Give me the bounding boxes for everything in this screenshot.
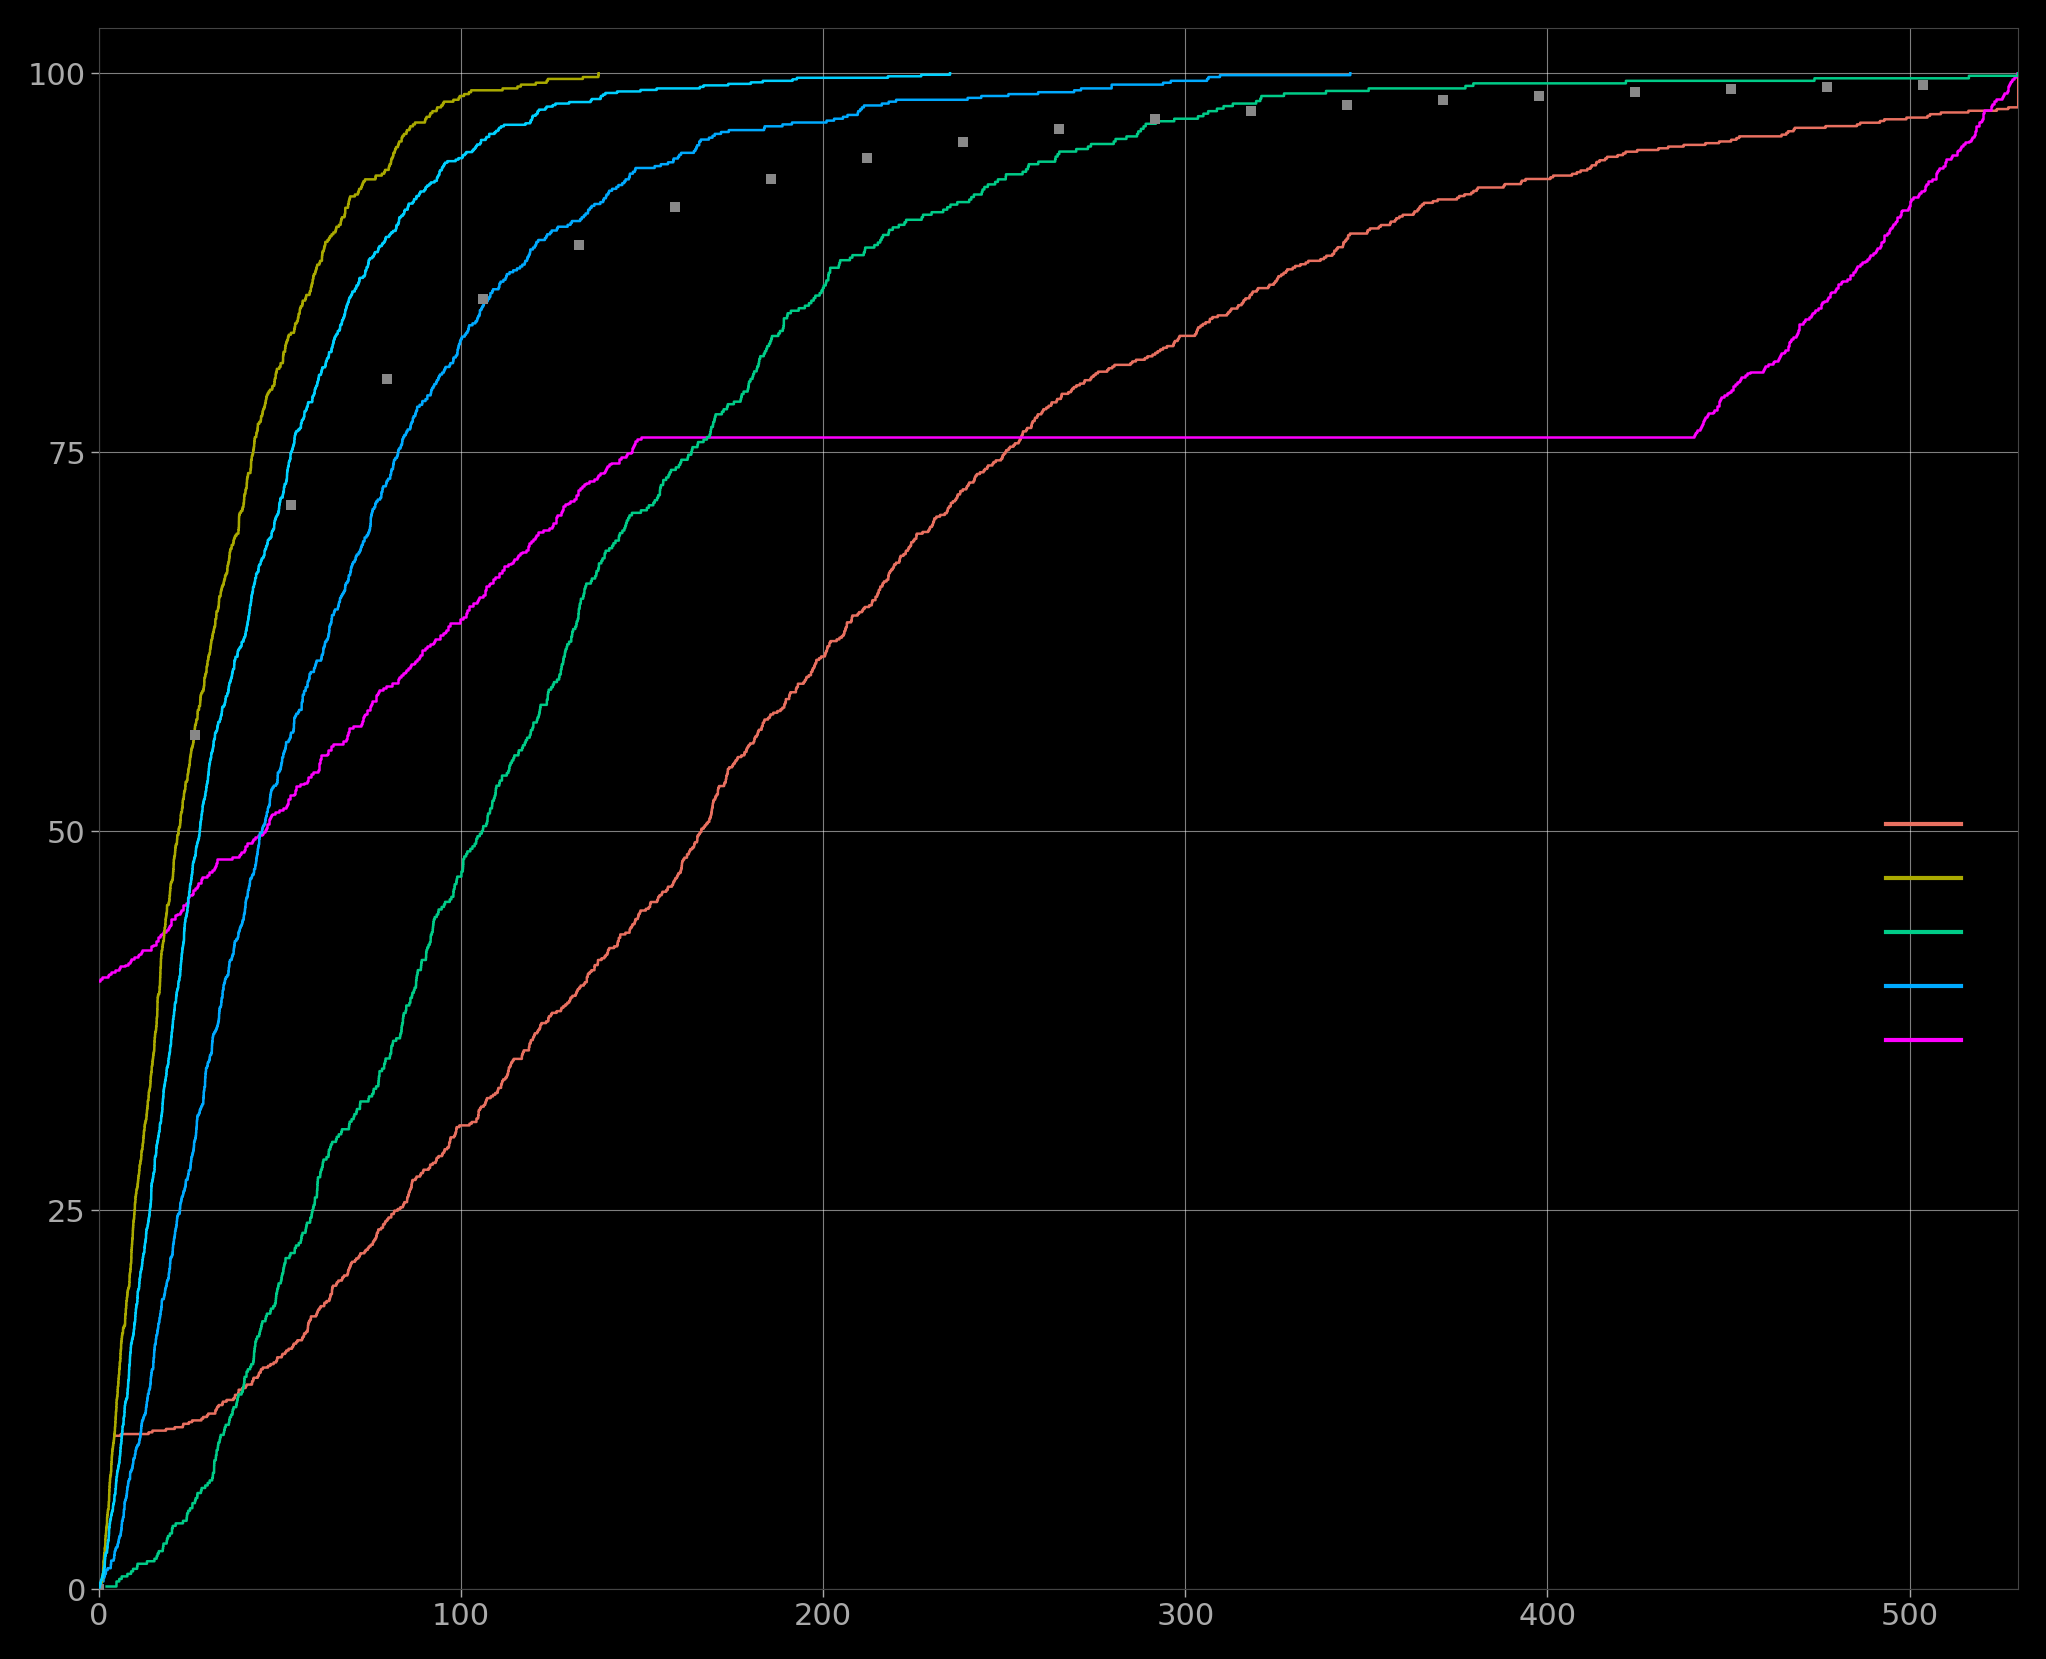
Legend: , , , , : , , , , [1860, 788, 2005, 1078]
